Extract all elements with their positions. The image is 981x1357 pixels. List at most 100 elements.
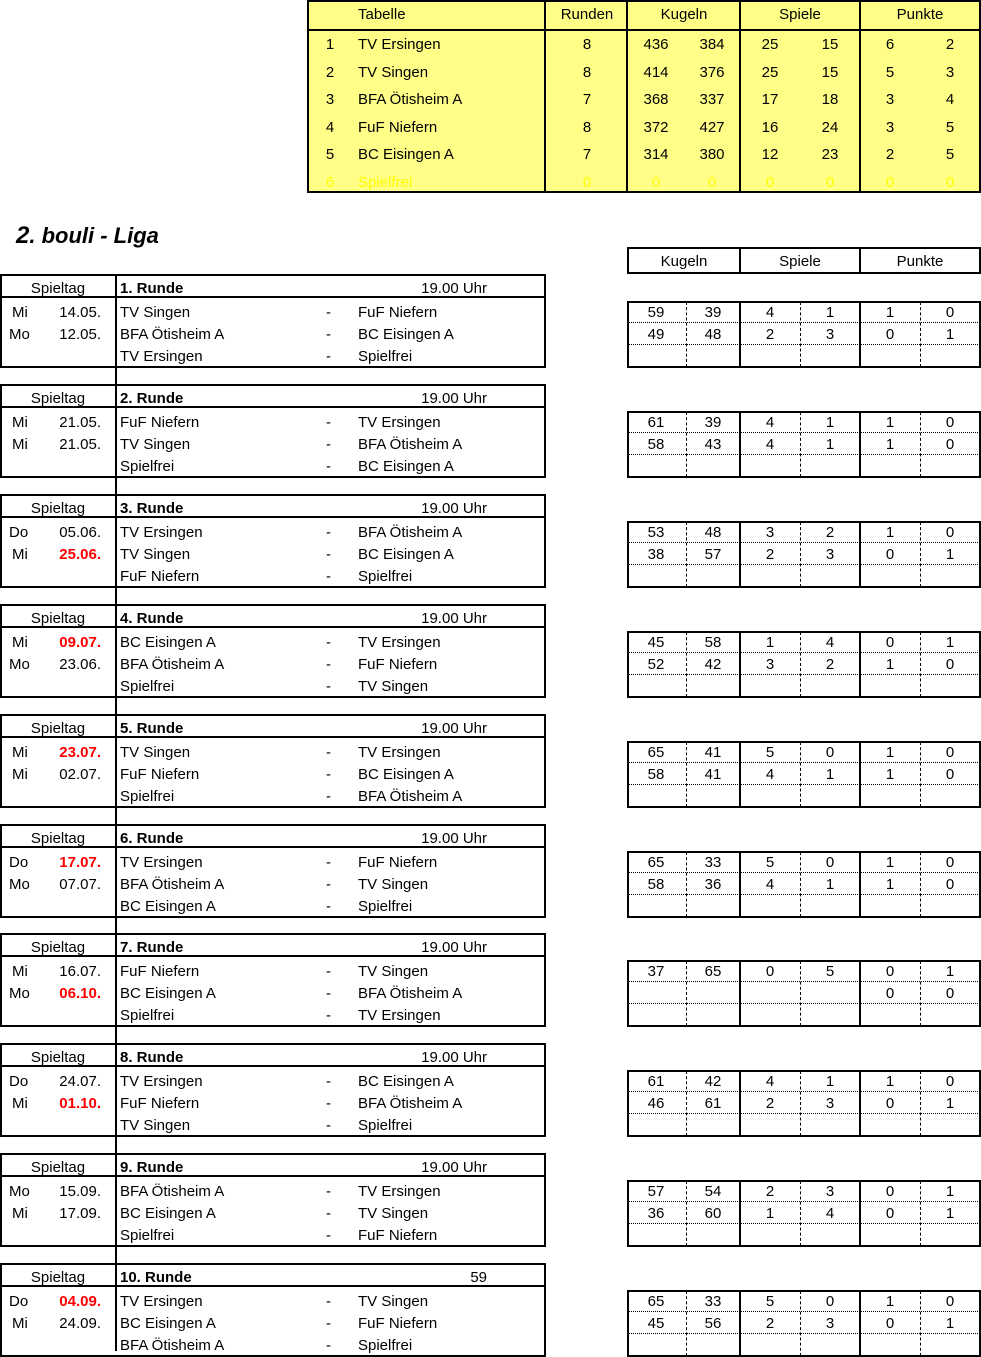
runden-value: 8 [582, 63, 592, 81]
score-value: 2 [825, 524, 835, 541]
score-subcolumn-divider [920, 522, 921, 587]
round-header-line [0, 296, 546, 298]
vs-dash: - [326, 963, 331, 980]
match-date: 15.09. [59, 1183, 101, 1200]
away-team: TV Ersingen [358, 744, 441, 761]
punkte-against: 3 [945, 63, 955, 81]
score-value: 2 [765, 1315, 775, 1332]
score-value: 48 [704, 326, 722, 343]
score-value: 58 [647, 436, 665, 453]
match-day: Mi [12, 436, 28, 453]
home-team: TV Singen [120, 1117, 191, 1134]
score-column-divider [739, 741, 741, 808]
score-value: 1 [945, 1183, 955, 1200]
score-value: 39 [704, 414, 722, 431]
home-team: BFA Ötisheim A [120, 1183, 225, 1200]
home-team: FuF Niefern [120, 963, 200, 980]
home-team: TV Singen [120, 436, 191, 453]
runden-value: 7 [582, 91, 592, 108]
score-value: 48 [704, 524, 722, 541]
score-value: 3 [825, 326, 835, 343]
score-value: 1 [825, 1073, 835, 1090]
score-value: 3 [825, 1183, 835, 1200]
header-spiele: Spiele [779, 6, 821, 23]
round-header-line [0, 736, 546, 738]
score-value: 0 [945, 436, 955, 453]
score-value: 5 [765, 744, 775, 761]
score-header-kugeln: Kugeln [660, 253, 708, 270]
score-column-divider [739, 960, 741, 1027]
score-value: 4 [765, 414, 775, 431]
spiele-for: 16 [761, 118, 779, 136]
score-row-line [628, 1311, 980, 1312]
score-row-line [628, 1003, 980, 1004]
spieltag-label: Spieltag [30, 1269, 86, 1286]
kugeln-for: 372 [643, 118, 669, 136]
score-value: 59 [647, 304, 665, 321]
away-team: Spielfrei [358, 898, 413, 915]
match-date: 17.09. [59, 1205, 101, 1222]
header-punkte: Punkte [896, 6, 944, 23]
score-table [627, 301, 981, 368]
score-value: 2 [765, 1095, 775, 1112]
spieltag-divider-line [115, 274, 117, 1351]
score-row-line [628, 454, 980, 455]
match-day: Do [9, 854, 29, 871]
score-value: 65 [647, 744, 665, 761]
score-row-line [628, 784, 980, 785]
column-divider [544, 0, 546, 193]
score-subcolumn-divider [920, 1291, 921, 1356]
round-title: 3. Runde [120, 500, 184, 517]
score-column-divider [739, 521, 741, 588]
kugeln-against: 427 [699, 118, 725, 136]
vs-dash: - [326, 634, 331, 651]
score-subcolumn-divider [920, 1181, 921, 1246]
round-time: 19.00 Uhr [421, 939, 487, 956]
score-value: 57 [647, 1183, 665, 1200]
vs-dash: - [326, 524, 331, 541]
score-value: 0 [945, 854, 955, 871]
team-name: BC Eisingen A [358, 146, 454, 163]
home-team: BC Eisingen A [120, 985, 216, 1002]
score-value: 4 [765, 1073, 775, 1090]
round-header-line [0, 516, 546, 518]
home-team: TV Singen [120, 304, 191, 321]
kugeln-for: 0 [651, 173, 661, 191]
away-team: Spielfrei [358, 1117, 413, 1134]
score-value: 52 [647, 656, 665, 673]
score-row-line [628, 674, 980, 675]
round-title: 7. Runde [120, 939, 184, 956]
match-date: 05.06. [59, 524, 101, 541]
kugeln-against: 0 [707, 173, 717, 191]
score-value: 1 [825, 876, 835, 893]
header-runden: Runden [560, 6, 614, 23]
score-subcolumn-divider [686, 1291, 687, 1356]
match-date: 06.10. [59, 985, 101, 1002]
score-value: 2 [765, 546, 775, 563]
runden-value: 8 [582, 118, 592, 136]
match-date: 09.07. [59, 634, 101, 651]
vs-dash: - [326, 1293, 331, 1310]
score-column-divider [739, 631, 741, 698]
score-value: 1 [885, 414, 895, 431]
score-value: 4 [765, 304, 775, 321]
round-title: 2. Runde [120, 390, 184, 407]
score-value: 1 [885, 876, 895, 893]
score-value: 45 [647, 634, 665, 651]
match-day: Mo [9, 326, 30, 343]
vs-dash: - [326, 458, 331, 475]
score-value: 36 [704, 876, 722, 893]
vs-dash: - [326, 678, 331, 695]
away-team: BFA Ötisheim A [358, 524, 463, 541]
punkte-for: 3 [885, 118, 895, 136]
score-value: 53 [647, 524, 665, 541]
league-title: 2. bouli - Liga [16, 222, 159, 250]
league-number: 2 [16, 222, 30, 249]
column-divider [739, 0, 741, 193]
score-value: 0 [945, 656, 955, 673]
vs-dash: - [326, 766, 331, 783]
rank: 2 [325, 63, 335, 81]
home-team: TV Ersingen [120, 1073, 203, 1090]
home-team: BC Eisingen A [120, 1315, 216, 1332]
score-value: 33 [704, 854, 722, 871]
